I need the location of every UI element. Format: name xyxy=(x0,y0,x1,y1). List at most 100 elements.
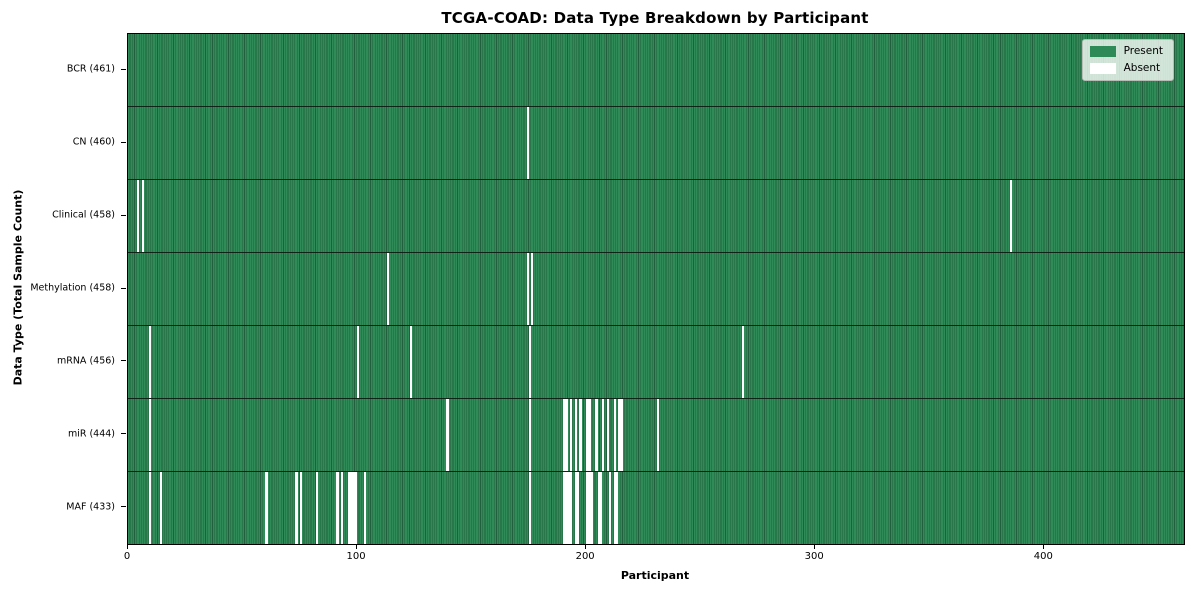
y-tick-label: MAF (433) xyxy=(66,501,115,513)
y-tick-label: BCR (461) xyxy=(66,63,115,75)
absent-mark xyxy=(352,472,355,544)
x-tick-mark xyxy=(127,545,128,549)
plot-area: Present Absent xyxy=(127,33,1185,545)
chart-title: TCGA-COAD: Data Type Breakdown by Partic… xyxy=(441,9,869,27)
absent-mark xyxy=(618,399,621,471)
absent-mark xyxy=(350,472,353,544)
absent-mark xyxy=(531,253,534,325)
legend-label-absent: Absent xyxy=(1123,62,1161,74)
absent-mark xyxy=(526,253,529,325)
absent-mark xyxy=(741,326,745,398)
heatmap-row-Clinical xyxy=(128,180,1184,253)
absent-mark xyxy=(574,399,577,471)
x-tick-label: 400 xyxy=(1033,551,1053,562)
legend: Present Absent xyxy=(1081,39,1174,81)
absent-mark xyxy=(606,399,610,471)
absent-mark xyxy=(563,472,566,544)
absent-mark xyxy=(574,472,577,544)
absent-mark xyxy=(526,107,529,179)
heatmap-rows xyxy=(128,34,1184,544)
absent-mark xyxy=(570,399,573,471)
y-tick-mark xyxy=(121,506,126,508)
heatmap-row-Methylation xyxy=(128,253,1184,326)
heatmap-row-mRNA xyxy=(128,326,1184,399)
x-tick-mark xyxy=(814,545,816,549)
y-tick-mark xyxy=(121,68,126,70)
absent-mark xyxy=(363,472,367,544)
absent-mark xyxy=(613,472,616,544)
y-tick-label: Methylation (458) xyxy=(30,282,115,294)
absent-mark xyxy=(570,472,573,544)
absent-mark xyxy=(579,399,582,471)
absent-mark xyxy=(602,399,605,471)
absent-mark xyxy=(336,472,339,544)
absent-mark xyxy=(588,399,591,471)
absent-mark xyxy=(597,472,600,544)
absent-mark xyxy=(409,326,413,398)
y-tick-label: mRNA (456) xyxy=(56,355,115,367)
heatmap-row-BCR xyxy=(128,34,1184,107)
y-tick-mark xyxy=(121,141,126,143)
absent-mark xyxy=(609,472,612,544)
absent-mark xyxy=(265,472,268,544)
absent-mark xyxy=(137,180,140,252)
x-tick-mark xyxy=(585,545,587,549)
y-tick-mark xyxy=(121,214,126,216)
absent-mark xyxy=(590,472,593,544)
absent-mark xyxy=(586,399,589,471)
absent-mark xyxy=(576,472,580,544)
absent-mark xyxy=(620,399,623,471)
absent-mark xyxy=(295,472,298,544)
absent-mark xyxy=(341,472,344,544)
legend-swatch-present xyxy=(1089,46,1116,57)
absent-mark xyxy=(354,472,358,544)
absent-mark xyxy=(613,399,616,471)
absent-mark xyxy=(595,399,598,471)
absent-mark xyxy=(160,472,163,544)
absent-mark xyxy=(567,472,571,544)
absent-mark xyxy=(588,472,591,544)
absent-mark xyxy=(528,472,532,544)
legend-swatch-absent xyxy=(1089,63,1116,74)
absent-mark xyxy=(148,399,151,471)
absent-mark xyxy=(141,180,145,252)
absent-mark xyxy=(528,399,532,471)
x-tick-label: 300 xyxy=(804,551,824,562)
y-tick-mark xyxy=(121,433,126,435)
legend-item-absent: Absent xyxy=(1089,62,1163,74)
x-tick-label: 100 xyxy=(346,551,366,562)
heatmap-row-MAF xyxy=(128,472,1184,544)
absent-mark xyxy=(563,399,566,471)
absent-mark xyxy=(1009,180,1013,252)
x-tick-label: 200 xyxy=(575,551,595,562)
y-tick-mark xyxy=(121,287,126,289)
absent-mark xyxy=(657,399,660,471)
heatmap-row-CN xyxy=(128,107,1184,180)
absent-mark xyxy=(446,399,449,471)
absent-mark xyxy=(299,472,303,544)
absent-mark xyxy=(148,326,151,398)
absent-mark xyxy=(386,253,390,325)
absent-mark xyxy=(565,399,568,471)
legend-label-present: Present xyxy=(1123,45,1163,57)
heatmap-row-miR xyxy=(128,399,1184,472)
y-tick-mark xyxy=(121,360,126,362)
x-tick-mark xyxy=(356,545,358,549)
absent-mark xyxy=(586,472,589,544)
legend-item-present: Present xyxy=(1089,45,1163,57)
y-tick-label: CN (460) xyxy=(72,136,115,148)
x-tick-label: 0 xyxy=(123,551,131,562)
absent-mark xyxy=(357,326,360,398)
absent-mark xyxy=(148,472,151,544)
x-axis-label: Participant xyxy=(620,569,690,582)
absent-mark xyxy=(315,472,319,544)
absent-mark xyxy=(599,472,603,544)
absent-mark xyxy=(528,326,532,398)
absent-mark xyxy=(565,472,568,544)
y-tick-label: miR (444) xyxy=(67,428,115,440)
y-tick-label: Clinical (458) xyxy=(52,209,115,221)
absent-mark xyxy=(615,472,619,544)
x-tick-mark xyxy=(1043,545,1045,549)
absent-mark xyxy=(347,472,351,544)
